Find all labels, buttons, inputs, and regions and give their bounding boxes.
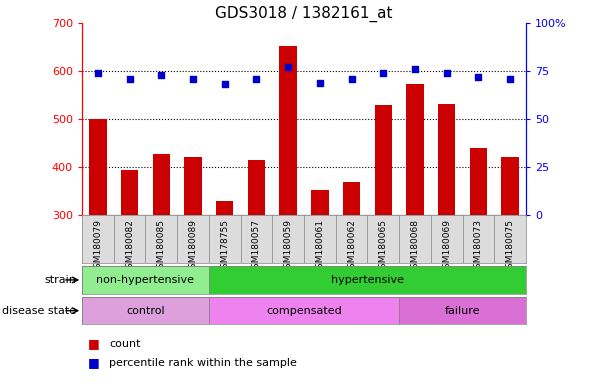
Bar: [184, 157, 202, 215]
Text: GSM178755: GSM178755: [220, 219, 229, 274]
Text: GSM180082: GSM180082: [125, 219, 134, 274]
Point: [347, 76, 356, 82]
Text: hypertensive: hypertensive: [331, 275, 404, 285]
Point: [125, 76, 134, 82]
Point: [156, 72, 166, 78]
Text: GSM180079: GSM180079: [94, 219, 102, 274]
Point: [378, 70, 388, 76]
Point: [93, 70, 103, 76]
Point: [442, 70, 452, 76]
Point: [188, 76, 198, 82]
Text: percentile rank within the sample: percentile rank within the sample: [109, 358, 297, 368]
Text: GSM180075: GSM180075: [506, 219, 514, 274]
Text: control: control: [126, 306, 165, 316]
Point: [283, 64, 293, 70]
Bar: [121, 170, 139, 215]
Point: [410, 66, 420, 72]
Text: non-hypertensive: non-hypertensive: [97, 275, 195, 285]
Text: strain: strain: [44, 275, 76, 285]
Bar: [209, 297, 399, 324]
Bar: [502, 157, 519, 215]
Text: failure: failure: [445, 306, 480, 316]
Bar: [247, 160, 265, 215]
Title: GDS3018 / 1382161_at: GDS3018 / 1382161_at: [215, 5, 393, 22]
Bar: [469, 148, 487, 215]
Bar: [82, 297, 209, 324]
Text: GSM180089: GSM180089: [188, 219, 198, 274]
Text: GSM180061: GSM180061: [316, 219, 324, 274]
Bar: [89, 119, 106, 215]
Bar: [216, 200, 233, 215]
Bar: [406, 84, 424, 215]
Text: GSM180069: GSM180069: [442, 219, 451, 274]
Text: ■: ■: [88, 337, 100, 350]
Bar: [311, 190, 328, 215]
Bar: [375, 104, 392, 215]
Text: GSM180065: GSM180065: [379, 219, 388, 274]
Text: disease state: disease state: [2, 306, 76, 316]
Point: [505, 76, 515, 82]
Point: [220, 81, 230, 88]
Bar: [209, 266, 526, 294]
Point: [315, 79, 325, 86]
Text: count: count: [109, 339, 141, 349]
Bar: [399, 297, 526, 324]
Text: GSM180068: GSM180068: [410, 219, 420, 274]
Bar: [280, 46, 297, 215]
Text: GSM180062: GSM180062: [347, 219, 356, 274]
Text: GSM180057: GSM180057: [252, 219, 261, 274]
Bar: [438, 104, 455, 215]
Text: GSM180059: GSM180059: [284, 219, 292, 274]
Bar: [153, 154, 170, 215]
Bar: [343, 182, 361, 215]
Text: ■: ■: [88, 356, 100, 369]
Text: compensated: compensated: [266, 306, 342, 316]
Text: GSM180073: GSM180073: [474, 219, 483, 274]
Point: [252, 76, 261, 82]
Bar: [82, 266, 209, 294]
Text: GSM180085: GSM180085: [157, 219, 166, 274]
Point: [474, 74, 483, 80]
